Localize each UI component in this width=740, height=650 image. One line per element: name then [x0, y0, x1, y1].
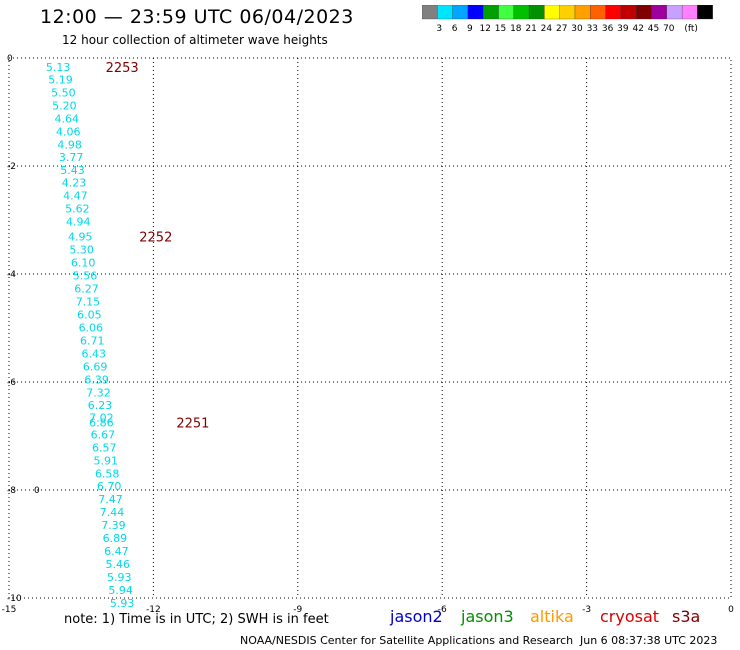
wave-height-value: 5.56	[73, 270, 98, 283]
wave-height-value: 6.57	[92, 441, 117, 454]
y-tick-label: -6	[7, 378, 16, 388]
satellite-legend-jason3: jason3	[461, 607, 514, 626]
footer-note: note: 1) Time is in UTC; 2) SWH is in fe…	[64, 612, 329, 627]
x-tick-label: -12	[146, 605, 161, 615]
y-tick-label: 0	[7, 54, 13, 64]
wave-height-value: 4.94	[66, 216, 91, 229]
wave-height-value: 5.46	[106, 558, 131, 571]
wave-height-value: 7.39	[101, 519, 126, 532]
legend-label: 6	[452, 24, 458, 34]
satellite-legend-altika: altika	[530, 607, 574, 626]
legend-label: 36	[602, 24, 614, 34]
wave-height-value: 6.89	[103, 532, 128, 545]
wave-height-value: 6.23	[88, 399, 113, 412]
wave-height-value: 7.44	[100, 506, 125, 519]
wave-height-value: 4.64	[55, 112, 80, 125]
legend-label: 27	[556, 24, 567, 34]
wave-height-value: 7.32	[86, 386, 111, 399]
legend-label: 30	[571, 24, 583, 34]
wave-height-value: 6.70	[97, 480, 122, 493]
x-tick-label: -15	[2, 605, 17, 615]
y-tick-label: -8	[7, 486, 16, 496]
satellite-legend-cryosat: cryosat	[600, 607, 660, 626]
wave-height-value: 4.98	[57, 138, 82, 151]
wave-height-value: 5.94	[108, 584, 133, 597]
wave-height-value: 6.10	[71, 257, 96, 270]
wave-height-value: 6.05	[77, 309, 102, 322]
map-title: 12:00 — 23:59 UTC 06/04/2023	[40, 6, 354, 28]
credit-line: NOAA/NESDIS Center for Satellite Applica…	[240, 634, 574, 647]
wave-height-color-legend: 3 6 9 12 15 18 21 24 27 30 33 36 39 42 45 70 (ft)	[422, 5, 713, 34]
wave-height-value: 5.93	[107, 571, 132, 584]
legend-label: (ft)	[684, 24, 698, 34]
y-tick-label: -4	[7, 270, 16, 280]
wave-height-value: 6.67	[91, 428, 116, 441]
y-tick-label: -10	[7, 594, 22, 604]
legend-label: 45	[648, 24, 659, 34]
x-tick-label: -9	[293, 605, 302, 615]
legend-label: 33	[587, 24, 598, 34]
wave-height-value: 7.02	[89, 412, 114, 425]
wave-height-value: 4.23	[62, 177, 87, 190]
satellite-legend-jason2: jason2	[390, 607, 443, 626]
legend-label: 21	[525, 24, 536, 34]
wave-height-value: 5.20	[52, 100, 77, 113]
legend-label: 18	[510, 24, 522, 34]
wave-height-value: 5.62	[65, 203, 90, 216]
legend-swatch	[697, 5, 713, 20]
wave-height-value: 6.71	[80, 334, 105, 347]
wave-height-value: 4.47	[63, 190, 88, 203]
map-subtitle: 12 hour collection of altimeter wave hei…	[62, 33, 328, 47]
legend-label: 42	[632, 24, 643, 34]
y-tick-label: -2	[7, 162, 16, 172]
map-mark: 0	[34, 486, 40, 496]
legend-label: 24	[541, 24, 553, 34]
wave-height-value: 5.43	[60, 164, 85, 177]
wave-height-value: 6.06	[79, 321, 104, 334]
wave-height-value: 6.86	[89, 417, 114, 430]
satellite-legend-s3a: s3a	[672, 607, 701, 626]
wave-height-value: 3.77	[59, 151, 84, 164]
wave-height-value: 6.47	[104, 545, 129, 558]
generation-timestamp: Jun 6 08:37:38 UTC 2023	[580, 634, 718, 647]
wave-height-value: 5.91	[93, 454, 118, 467]
wave-height-value: 5.13	[46, 61, 71, 74]
wave-height-value: 7.47	[98, 493, 123, 506]
wave-height-value: 6.58	[95, 467, 120, 480]
wave-height-value: 5.50	[51, 87, 76, 100]
pass-time-label: 2251	[176, 417, 209, 432]
wave-height-value: 4.95	[68, 231, 93, 244]
wave-height-value: 7.15	[76, 296, 101, 309]
legend-label: 3	[436, 24, 442, 34]
wave-height-value: 6.43	[81, 347, 106, 360]
wave-height-value: 6.27	[74, 283, 99, 296]
plot-frame	[8, 57, 732, 599]
x-tick-label: -6	[438, 605, 447, 615]
wave-height-value: 5.93	[110, 597, 135, 610]
x-tick-label: 0	[728, 605, 734, 615]
wave-height-value: 5.19	[48, 74, 73, 87]
legend-label: 70	[663, 24, 675, 34]
legend-label: 9	[467, 24, 473, 34]
wave-height-value: 6.39	[84, 373, 109, 386]
wave-height-value: 4.06	[56, 125, 81, 138]
legend-label: 15	[495, 24, 506, 34]
pass-time-label: 2252	[139, 231, 172, 246]
legend-label: 12	[479, 24, 490, 34]
x-tick-label: -3	[582, 605, 591, 615]
pass-time-label: 2253	[106, 61, 139, 76]
wave-height-value: 5.30	[69, 244, 94, 257]
legend-label: 39	[617, 24, 629, 34]
wave-height-value: 6.69	[83, 360, 108, 373]
